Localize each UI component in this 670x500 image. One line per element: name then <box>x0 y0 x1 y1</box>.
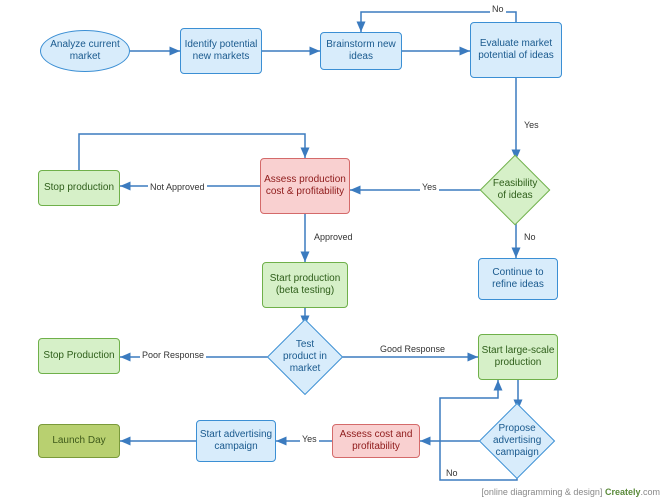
node-evaluate: Evaluate market potential of ideas <box>470 22 562 78</box>
node-label-assess1: Assess production cost & profitability <box>261 172 349 200</box>
node-startad: Start advertising campaign <box>196 420 276 462</box>
node-label-feasibility: Feasibility of ideas <box>491 176 539 204</box>
node-propose: Propose advertising campaign <box>479 403 555 479</box>
edge-label-15: No <box>444 468 460 478</box>
node-brainstorm: Brainstorm new ideas <box>320 32 402 70</box>
node-label-startad: Start advertising campaign <box>197 427 275 455</box>
node-feasibility: Feasibility of ideas <box>480 155 551 226</box>
edge-label-3: No <box>490 4 506 14</box>
edge-label-7: Not Approved <box>148 182 207 192</box>
edge-label-16: Yes <box>300 434 319 444</box>
edge-label-12: Good Response <box>378 344 447 354</box>
edge-label-6: No <box>522 232 538 242</box>
node-label-launch: Launch Day <box>50 433 107 449</box>
node-label-startbeta: Start production (beta testing) <box>263 271 347 299</box>
node-continue: Continue to refine ideas <box>478 258 558 300</box>
node-stopprod1: Stop production <box>38 170 120 206</box>
node-label-startlarge: Start large-scale production <box>479 343 557 371</box>
footer-brand: Creately <box>605 487 641 497</box>
node-label-analyze: Analyze current market <box>41 37 129 65</box>
node-label-stopprod2: Stop Production <box>41 348 116 364</box>
edge-label-5: Yes <box>420 182 439 192</box>
node-testmarket: Test product in market <box>267 319 343 395</box>
footer-text: [online diagramming & design] <box>481 487 602 497</box>
node-label-continue: Continue to refine ideas <box>479 265 557 293</box>
node-label-evaluate: Evaluate market potential of ideas <box>471 36 561 64</box>
node-startbeta: Start production (beta testing) <box>262 262 348 308</box>
flowchart-canvas: Analyze current market Identify potential… <box>0 0 670 500</box>
node-analyze: Analyze current market <box>40 30 130 72</box>
node-stopprod2: Stop Production <box>38 338 120 374</box>
node-assess2: Assess cost and profitability <box>332 424 420 458</box>
node-label-stopprod1: Stop production <box>42 180 116 196</box>
node-label-assess2: Assess cost and profitability <box>333 427 419 455</box>
footer-suffix: .com <box>640 487 660 497</box>
edge-label-9: Approved <box>312 232 355 242</box>
node-assess1: Assess production cost & profitability <box>260 158 350 214</box>
node-label-testmarket: Test product in market <box>279 337 331 377</box>
edge-label-11: Poor Response <box>140 350 206 360</box>
edge-label-4: Yes <box>522 120 541 130</box>
node-identify: Identify potential new markets <box>180 28 262 74</box>
node-launch: Launch Day <box>38 424 120 458</box>
node-startlarge: Start large-scale production <box>478 334 558 380</box>
node-label-propose: Propose advertising campaign <box>491 421 543 461</box>
footer-credit: [online diagramming & design] Creately.c… <box>481 487 660 497</box>
node-label-brainstorm: Brainstorm new ideas <box>321 37 401 65</box>
node-label-identify: Identify potential new markets <box>181 37 261 65</box>
